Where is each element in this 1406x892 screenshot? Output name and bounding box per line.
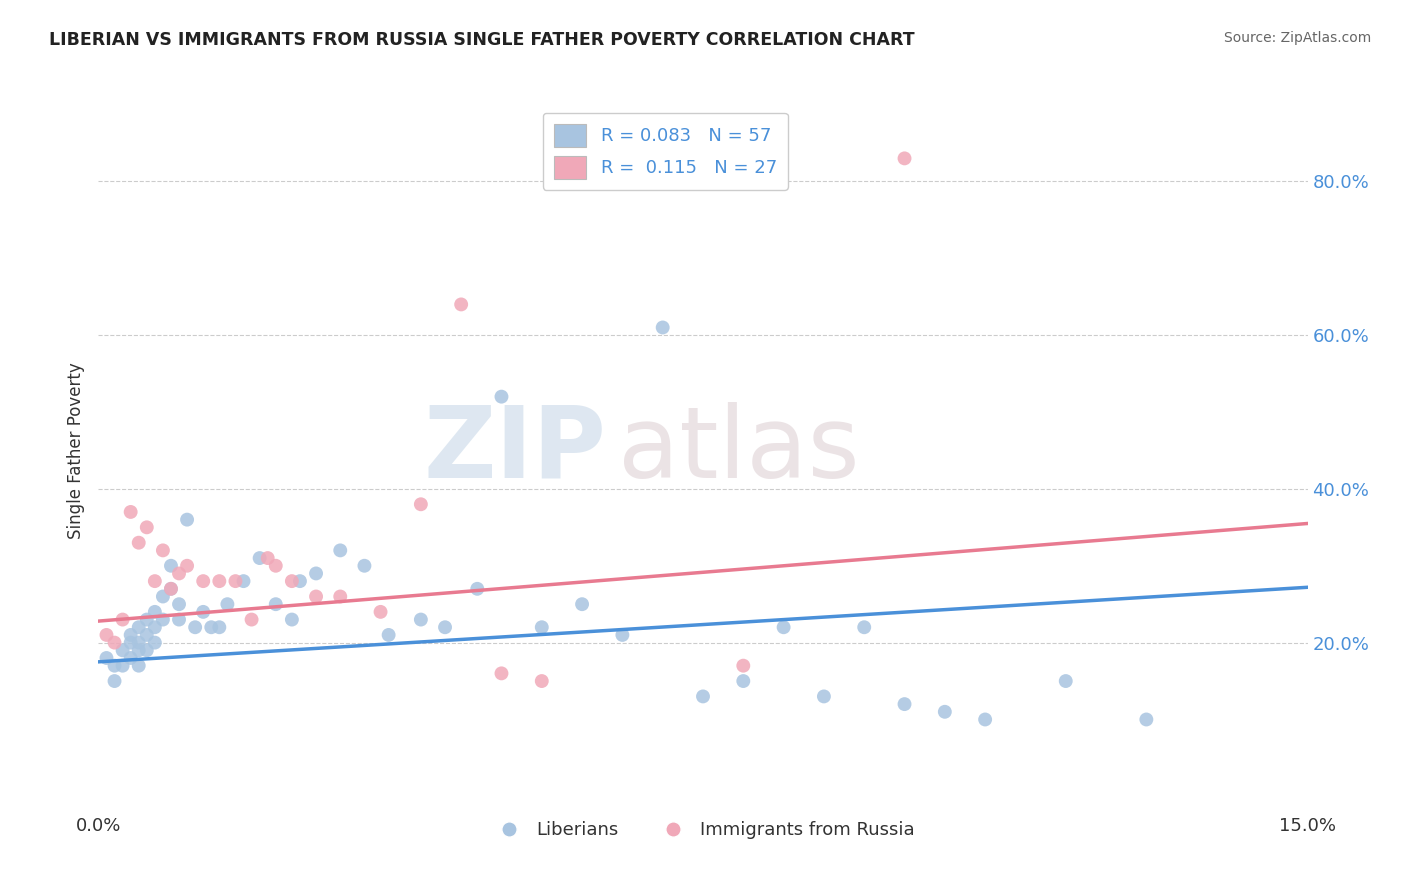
Point [111,613,134,627]
Point [434,620,457,634]
Point [256,551,278,566]
Point [96,628,118,642]
Point [128,635,150,649]
Point [651,320,673,334]
Y-axis label: Single Father Poverty: Single Father Poverty [66,362,84,539]
Point [934,705,956,719]
Point [167,566,190,581]
Point [193,605,215,619]
Point [103,658,125,673]
Point [103,635,125,649]
Point [853,620,876,634]
Point [152,613,174,627]
Point [103,674,125,689]
Point [571,597,593,611]
Point [111,643,134,657]
Text: ZIP: ZIP [423,402,606,499]
Point [143,605,166,619]
Point [733,658,755,673]
Legend: Liberians, Immigrants from Russia: Liberians, Immigrants from Russia [484,814,922,846]
Point [143,635,166,649]
Text: atlas: atlas [619,402,860,499]
Point [329,590,352,604]
Point [128,643,150,657]
Point [208,620,231,634]
Point [1135,713,1157,727]
Point [135,628,157,642]
Point [135,613,157,627]
Point [530,620,553,634]
Point [160,582,183,596]
Point [1054,674,1077,689]
Point [288,574,311,588]
Point [128,535,150,549]
Point [160,582,183,596]
Point [135,643,157,657]
Point [120,628,142,642]
Point [120,635,142,649]
Point [128,620,150,634]
Point [370,605,392,619]
Point [128,658,150,673]
Point [217,597,239,611]
Point [893,697,915,711]
Point [208,574,231,588]
Point [120,651,142,665]
Point [281,574,304,588]
Point [264,558,287,573]
Point [160,558,183,573]
Point [143,574,166,588]
Point [450,297,472,311]
Point [974,713,997,727]
Point [232,574,254,588]
Point [135,520,157,534]
Point [465,582,488,596]
Point [329,543,352,558]
Point [224,574,246,588]
Point [305,566,328,581]
Point [612,628,634,642]
Point [264,597,287,611]
Point [733,674,755,689]
Text: LIBERIAN VS IMMIGRANTS FROM RUSSIA SINGLE FATHER POVERTY CORRELATION CHART: LIBERIAN VS IMMIGRANTS FROM RUSSIA SINGL… [49,31,915,49]
Point [176,513,198,527]
Point [813,690,835,704]
Point [167,597,190,611]
Point [491,390,513,404]
Point [193,574,215,588]
Point [305,590,328,604]
Point [240,613,263,627]
Point [772,620,794,634]
Point [96,651,118,665]
Point [184,620,207,634]
Point [409,497,432,511]
Point [143,620,166,634]
Point [692,690,714,704]
Point [120,505,142,519]
Point [491,666,513,681]
Point [152,590,174,604]
Point [353,558,375,573]
Point [893,152,915,166]
Point [530,674,553,689]
Point [200,620,222,634]
Point [176,558,198,573]
Point [167,613,190,627]
Text: Source: ZipAtlas.com: Source: ZipAtlas.com [1223,31,1371,45]
Point [111,658,134,673]
Point [409,613,432,627]
Point [152,543,174,558]
Point [377,628,399,642]
Point [249,551,271,566]
Point [281,613,304,627]
